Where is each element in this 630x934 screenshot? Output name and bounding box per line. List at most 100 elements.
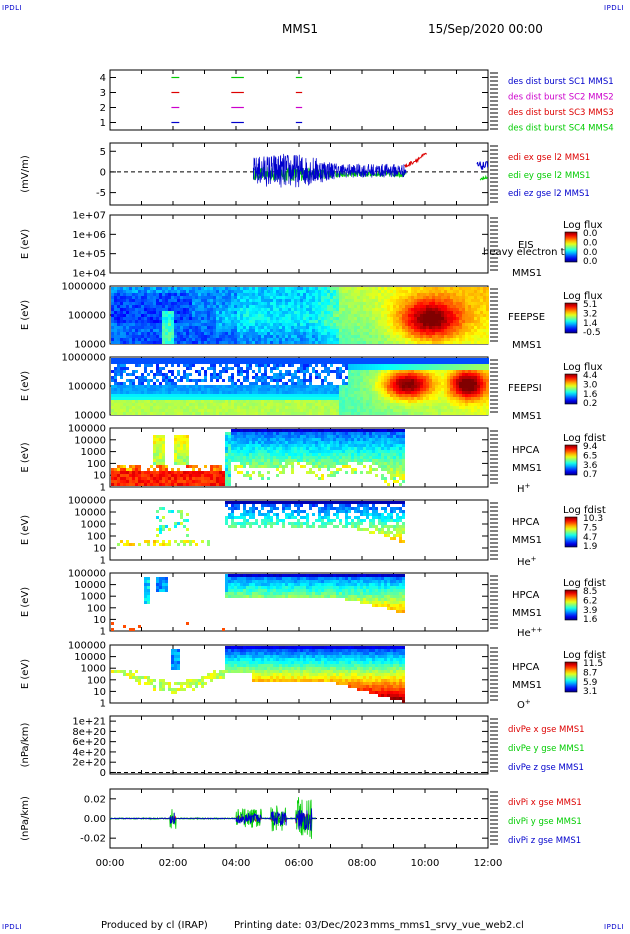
- x-axis-tick-label: 04:00: [222, 858, 251, 869]
- eis-colorbar-tick-label: 0.0: [583, 229, 598, 239]
- hpca_o-y-tick-label: 10000: [74, 652, 106, 663]
- hpca_h-colorbar: [564, 444, 578, 476]
- spacecraft-title: MMS1: [282, 22, 318, 36]
- eis-y-tick-label: 1e+07: [72, 211, 106, 222]
- efield-y-tick-label: 0: [100, 167, 106, 178]
- hpca_h-y-tick-label: 1: [100, 483, 106, 494]
- hpca_he-instrument-label: HPCA: [512, 517, 540, 528]
- hpca_hepp-y-tick-label: 10000: [74, 580, 106, 591]
- hpca_o-colorbar: [564, 661, 578, 693]
- feepsi-instrument-label: FEEPSI: [508, 383, 542, 394]
- hpca_o-y-tick-label: 1: [100, 699, 106, 710]
- hpca_he-colorbar: [564, 516, 578, 548]
- hpca_h-spacecraft-label: MMS1: [512, 463, 542, 474]
- efield-y-tick-label: 5: [100, 147, 106, 158]
- efield-ey-tail: [479, 174, 488, 181]
- feepse-y-tick-label: 100000: [68, 311, 106, 322]
- feepse-y-tick-label: 1000000: [61, 282, 106, 293]
- corner-label-bottom-right: IPDLI: [604, 923, 625, 931]
- hpca_he-colorbar-tick-label: 10.3: [583, 514, 603, 524]
- hpca_hepp-instrument-label: HPCA: [512, 590, 540, 601]
- eis-y-tick-label: 1e+06: [72, 230, 106, 241]
- divpi-y-tick-label: 0.00: [84, 814, 106, 825]
- feepse-colorbar-tick-label: 3.2: [583, 309, 597, 319]
- hpca_h-colorbar-title: Log fdist: [563, 433, 606, 444]
- efield-y-axis-label: (mV/m): [20, 155, 31, 193]
- hpca_hepp-charge-label: ++: [531, 626, 543, 634]
- hpca_h-instrument-label: HPCA: [512, 445, 540, 456]
- divpe-legend-3: divPe z gse MMS1: [508, 763, 584, 773]
- hpca_hepp-y-tick-label: 100: [87, 603, 106, 614]
- divpi-legend-2: divPi y gse MMS1: [508, 817, 582, 827]
- feepsi-spacecraft-label: MMS1: [512, 411, 542, 422]
- feepsi-y-axis-label: E (eV): [20, 371, 31, 401]
- divpe-legend-2: divPe y gse MMS1: [508, 744, 585, 754]
- burst-legend-sc4: des dist burst SC4 MMS4: [508, 124, 614, 134]
- divpi-legend-1: divPi x gse MMS1: [508, 798, 582, 808]
- hpca_o-y-axis-label: E (eV): [20, 659, 31, 689]
- hpca_h-colorbar-tick-label: 9.4: [583, 442, 598, 452]
- feepse-colorbar: [564, 302, 578, 334]
- eis-instrument-label: EIS: [518, 240, 534, 251]
- hpca_he-spacecraft-label: MMS1: [512, 535, 542, 546]
- burst-y-tick-label: 1: [100, 118, 106, 129]
- hpca_he-charge-label: +: [531, 555, 537, 563]
- feepse-colorbar-tick-label: -0.5: [583, 328, 601, 338]
- divpi-y-axis-label: (nPa/km): [20, 796, 31, 841]
- hpca_he-colorbar-title: Log fdist: [563, 505, 606, 516]
- burst-y-tick-label: 2: [100, 103, 106, 114]
- hpca_he-y-tick-label: 1: [100, 556, 106, 567]
- footer-produced: Produced by cl (IRAP): [101, 920, 208, 931]
- hpca_hepp-colorbar-tick-label: 6.2: [583, 596, 597, 606]
- hpca_h-y-tick-label: 10: [93, 471, 106, 482]
- divpe-y-tick-label: 1e+21: [72, 717, 106, 728]
- x-axis-tick-label: 12:00: [474, 858, 503, 869]
- hpca_he-y-tick-label: 1000: [81, 520, 106, 531]
- divpi-traces: [109, 797, 317, 839]
- hpca_h-charge-label: +: [525, 482, 531, 490]
- eis-overlay-label: heavy electron top: [483, 247, 577, 258]
- feepse-instrument-label: FEEPSE: [508, 312, 545, 323]
- efield-legend-1: edi ex gse l2 MMS1: [508, 153, 590, 163]
- burst-legend-sc3: des dist burst SC3 MMS3: [508, 108, 614, 118]
- hpca_hepp-colorbar: [564, 589, 578, 621]
- feepse-colorbar-title: Log flux: [563, 291, 603, 302]
- hpca_h-colorbar-tick-label: 3.6: [583, 461, 598, 471]
- efield-y-tick-label: -5: [96, 188, 106, 199]
- efield-traces: [252, 152, 488, 188]
- hpca_o-colorbar-title: Log fdist: [563, 650, 606, 661]
- divpe-legend-1: divPe x gse MMS1: [508, 725, 585, 735]
- x-axis-tick-label: 10:00: [411, 858, 440, 869]
- hpca_h-colorbar-tick-label: 6.5: [583, 451, 597, 461]
- efield-ez-tail: [476, 161, 488, 171]
- hpca_h-y-axis-label: E (eV): [20, 442, 31, 472]
- eis-panel-frame: [109, 214, 489, 274]
- divpe-y-axis-label: (nPa/km): [20, 723, 31, 768]
- hpca_o-colorbar-tick-label: 8.7: [583, 668, 597, 678]
- eis-y-tick-label: 1e+05: [72, 249, 106, 260]
- hpca_hepp-colorbar-tick-label: 3.9: [583, 606, 598, 616]
- hpca_he-species-label: He+: [517, 555, 537, 568]
- burst-legend-sc1: des dist burst SC1 MMS1: [508, 77, 614, 87]
- divpi-z-trace: [109, 808, 316, 832]
- feepse-colorbar-tick-label: 1.4: [583, 319, 598, 329]
- efield-legend-2: edi ey gse l2 MMS1: [508, 171, 590, 181]
- feepsi-spectrogram: [111, 358, 489, 415]
- corner-label-bottom-left: IPDLI: [2, 923, 23, 931]
- x-axis-tick-label: 06:00: [285, 858, 314, 869]
- divpe-y-tick-label: 2e+20: [72, 758, 106, 769]
- hpca_hepp-species-label: He++: [517, 626, 543, 639]
- hpca_he-y-tick-label: 100000: [68, 496, 106, 507]
- eis-y-axis-label: E (eV): [20, 229, 31, 259]
- feepsi-colorbar-tick-label: 1.6: [583, 390, 598, 400]
- feepse-y-tick-label: 10000: [74, 340, 106, 351]
- divpi-legend-3: divPi z gse MMS1: [508, 836, 581, 846]
- burst-y-tick-label: 4: [100, 73, 106, 84]
- feepsi-y-tick-label: 1000000: [61, 353, 106, 364]
- hpca_hepp-y-tick-label: 10: [93, 615, 106, 626]
- feepsi-y-tick-label: 10000: [74, 411, 106, 422]
- feepsi-colorbar-title: Log flux: [563, 362, 603, 373]
- hpca_o-y-tick-label: 100000: [68, 641, 106, 652]
- eis-colorbar-tick-label: 0.0: [583, 248, 598, 258]
